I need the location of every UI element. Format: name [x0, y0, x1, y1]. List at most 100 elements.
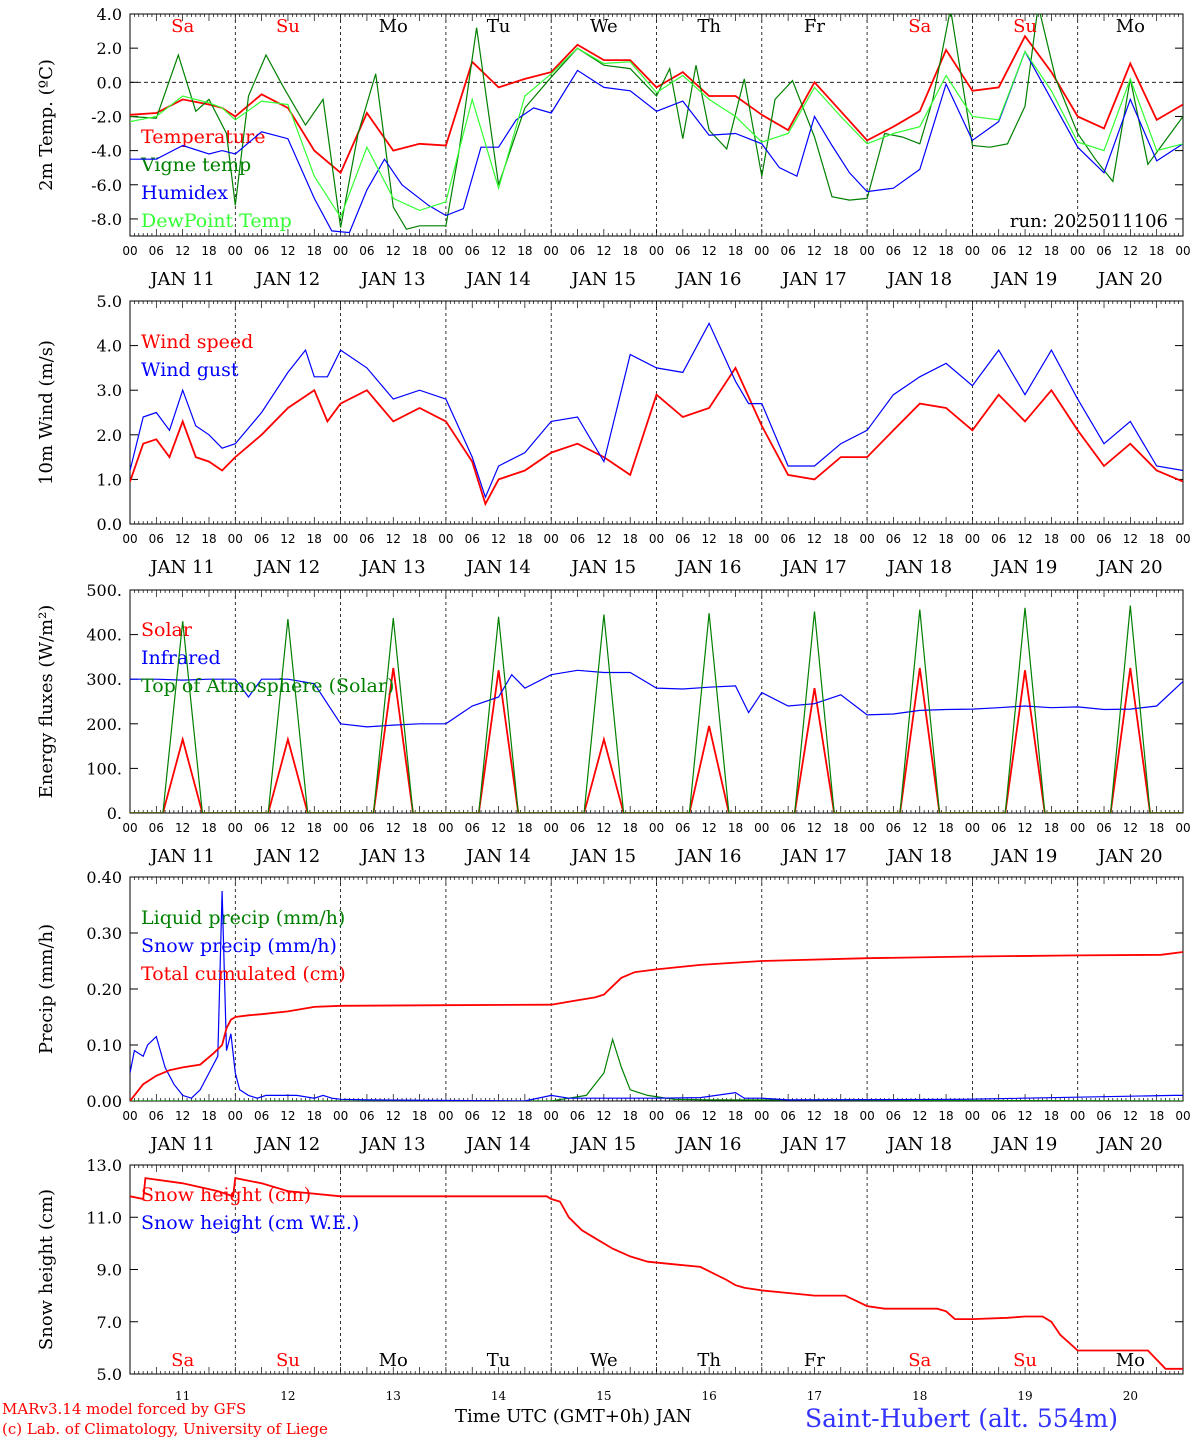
date-label: JAN 16 [675, 269, 742, 290]
hour-tick-label: 06 [254, 821, 269, 835]
hour-tick-label: 06 [886, 821, 901, 835]
date-label: JAN 17 [780, 846, 847, 867]
hour-tick-label: 00 [965, 244, 980, 258]
hour-tick-label: 18 [412, 821, 427, 835]
model-credit: MARv3.14 model forced by GFS [2, 1400, 247, 1418]
series-line-total-cumulated-cm- [130, 951, 1183, 1101]
hour-tick-label: 12 [912, 532, 927, 546]
weekday-label: Sa [908, 16, 931, 37]
hour-tick-label: 00 [228, 532, 243, 546]
hour-tick-label: 18 [938, 1109, 953, 1123]
hour-tick-label: 18 [938, 532, 953, 546]
hour-tick-label: 00 [649, 1109, 664, 1123]
hour-tick-label: 06 [675, 1109, 690, 1123]
hour-tick-label: 18 [833, 821, 848, 835]
y-tick-label: 4.0 [97, 337, 122, 356]
date-label: JAN 20 [1096, 557, 1163, 578]
date-label: JAN 15 [570, 269, 637, 290]
hour-tick-label: 12 [1123, 532, 1138, 546]
hour-tick-label: 12 [386, 532, 401, 546]
weekday-label: Th [697, 16, 721, 37]
hour-tick-label: 18 [307, 532, 322, 546]
hour-tick-label: 18 [623, 532, 638, 546]
hour-tick-label: 18 [307, 821, 322, 835]
hour-tick-label: 12 [280, 821, 295, 835]
date-label: JAN 18 [885, 846, 952, 867]
hour-tick-label: 06 [1096, 244, 1111, 258]
hour-tick-label: 00 [122, 821, 137, 835]
hour-tick-label: 06 [675, 244, 690, 258]
hour-tick-label: 00 [1175, 821, 1190, 835]
date-label: JAN 20 [1096, 846, 1163, 867]
weekday-label: Fr [804, 16, 825, 37]
hour-tick-label: 06 [570, 244, 585, 258]
date-label: JAN 19 [991, 269, 1058, 290]
hour-tick-label: 00 [228, 821, 243, 835]
hour-tick-label: 12 [1017, 244, 1032, 258]
series-line-dewpoint-temp [130, 47, 1183, 219]
x-axis-title: Time UTC (GMT+0h) JAN [455, 1406, 692, 1427]
hour-tick-label: 18 [623, 1109, 638, 1123]
hour-tick-label: 00 [965, 1109, 980, 1123]
hour-tick-label: 06 [359, 244, 374, 258]
hour-tick-label: 00 [333, 821, 348, 835]
hour-tick-label: 18 [728, 821, 743, 835]
hour-tick-label: 06 [780, 821, 795, 835]
hour-tick-label: 12 [175, 244, 190, 258]
hour-tick-label: 00 [1175, 532, 1190, 546]
hour-tick-label: 12 [702, 1109, 717, 1123]
hour-tick-label: 06 [149, 244, 164, 258]
hour-tick-label: 18 [1149, 244, 1164, 258]
hour-tick-label: 18 [938, 821, 953, 835]
legend-entry: Solar [141, 619, 193, 641]
y-tick-label: 9.0 [97, 1261, 122, 1280]
legend-entry: Liquid precip (mm/h) [141, 907, 345, 929]
hour-tick-label: 18 [728, 244, 743, 258]
y-axis-label: Snow height (cm) [36, 1189, 57, 1350]
date-label: JAN 13 [359, 269, 426, 290]
series-line-infrared [130, 669, 1183, 728]
hour-tick-label: 06 [149, 1109, 164, 1123]
run-label: run: 2025011106 [1010, 211, 1168, 232]
day-number-label: 12 [280, 1389, 295, 1403]
hour-tick-label: 18 [833, 1109, 848, 1123]
date-label: JAN 16 [675, 1134, 742, 1155]
series-line-solar [130, 667, 1183, 813]
hour-tick-label: 00 [544, 1109, 559, 1123]
hour-tick-label: 18 [1044, 532, 1059, 546]
y-tick-label: 0.0 [97, 515, 122, 534]
date-label: JAN 12 [254, 557, 321, 578]
hour-tick-label: 12 [175, 1109, 190, 1123]
hour-tick-label: 18 [1149, 821, 1164, 835]
hour-tick-label: 00 [544, 821, 559, 835]
hour-tick-label: 18 [1044, 1109, 1059, 1123]
hour-tick-label: 12 [491, 1109, 506, 1123]
weekday-label: Th [697, 1350, 721, 1371]
date-label: JAN 11 [148, 269, 215, 290]
date-label: JAN 20 [1096, 1134, 1163, 1155]
hour-tick-label: 00 [228, 244, 243, 258]
hour-tick-label: 00 [649, 244, 664, 258]
hour-tick-label: 12 [1123, 1109, 1138, 1123]
legend-entry: Snow height (cm W.E.) [141, 1212, 359, 1234]
y-tick-label: 0.10 [86, 1036, 122, 1055]
y-tick-label: 0.00 [86, 1092, 122, 1111]
hour-tick-label: 12 [912, 821, 927, 835]
hour-tick-label: 00 [438, 244, 453, 258]
date-label: JAN 11 [148, 557, 215, 578]
weekday-label: Sa [171, 16, 194, 37]
date-label: JAN 14 [464, 557, 531, 578]
hour-tick-label: 06 [780, 532, 795, 546]
hour-tick-label: 12 [807, 1109, 822, 1123]
date-label: JAN 15 [570, 846, 637, 867]
hour-tick-label: 06 [254, 244, 269, 258]
panel-4: 0.00 0.10 0.20 0.30 0.40 00 06 12 18 00 06 12 18 00 06… [36, 868, 1191, 1155]
hour-tick-label: 12 [491, 532, 506, 546]
hour-tick-label: 06 [1096, 821, 1111, 835]
hour-tick-label: 18 [412, 244, 427, 258]
hour-tick-label: 06 [991, 244, 1006, 258]
legend-entry: Vigne temp [140, 154, 251, 176]
hour-tick-label: 00 [438, 821, 453, 835]
hour-tick-label: 12 [386, 821, 401, 835]
date-label: JAN 14 [464, 846, 531, 867]
